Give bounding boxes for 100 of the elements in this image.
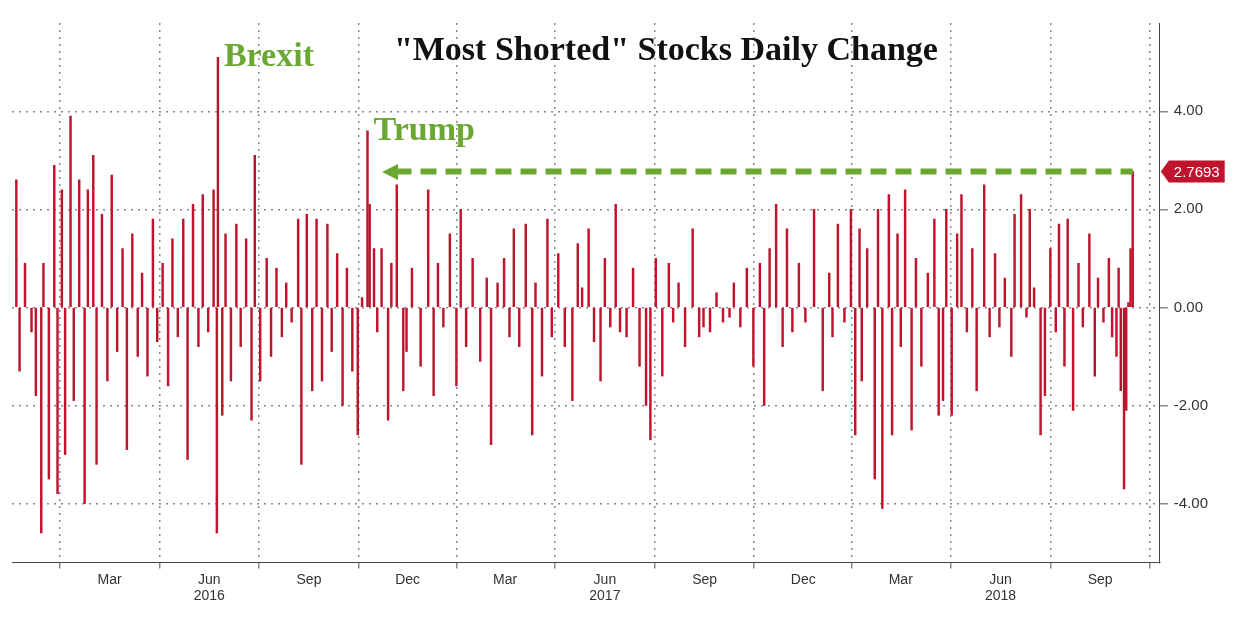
bar — [508, 307, 511, 338]
bar — [843, 307, 846, 323]
bar — [239, 307, 242, 347]
bar — [326, 223, 329, 307]
bar — [609, 307, 612, 328]
bar — [933, 218, 936, 307]
x-tick-label: Jun 2016 — [193, 570, 226, 604]
bar — [351, 307, 354, 372]
annotation: Brexit — [223, 36, 315, 74]
bar — [197, 307, 200, 347]
bar — [131, 233, 134, 307]
bar — [715, 292, 718, 307]
bar — [265, 258, 268, 307]
bar — [728, 307, 731, 318]
bar — [950, 307, 953, 416]
bar — [1077, 262, 1080, 307]
bar — [136, 307, 139, 357]
bar — [275, 267, 278, 307]
bar — [419, 307, 422, 367]
bar — [821, 307, 824, 392]
x-tick-label: Dec — [790, 570, 816, 587]
bar — [546, 218, 549, 307]
bar — [341, 307, 344, 406]
bar — [110, 174, 113, 307]
bar — [649, 307, 652, 441]
bar — [42, 262, 45, 307]
y-tick-label: -2.00 — [1173, 395, 1209, 413]
bar — [390, 262, 393, 307]
bar — [702, 307, 705, 328]
bar — [300, 307, 303, 465]
bar — [937, 307, 940, 416]
bar — [496, 282, 499, 307]
bar — [638, 307, 641, 367]
ref-line-label: 2.7693 — [1173, 162, 1220, 180]
y-tick-label: 0.00 — [1173, 297, 1204, 315]
bar — [1063, 307, 1066, 367]
bar — [69, 115, 72, 307]
bar — [975, 307, 978, 392]
bar — [691, 228, 694, 307]
x-tick-label: Mar — [888, 570, 914, 587]
bar — [896, 233, 899, 307]
x-tick-label: Mar — [97, 570, 122, 587]
bar — [235, 223, 238, 307]
bar — [910, 307, 913, 431]
bar — [988, 307, 991, 338]
x-tick-label: Sep — [296, 570, 322, 587]
bar — [971, 248, 974, 307]
y-tick-label: 2.00 — [1173, 199, 1204, 217]
bar — [146, 307, 149, 377]
bar — [768, 248, 771, 307]
bar — [920, 307, 923, 367]
bar — [459, 209, 462, 307]
bar — [599, 307, 602, 382]
bar — [402, 307, 405, 392]
y-tick-label: 4.00 — [1173, 101, 1204, 119]
chart-title: "Most Shorted" Stocks Daily Change — [393, 29, 938, 67]
bar — [56, 307, 59, 495]
x-tick-label: Jun 2018 — [984, 570, 1017, 604]
bar — [83, 307, 86, 504]
bar — [1025, 307, 1028, 318]
bar — [95, 307, 98, 465]
bar — [831, 307, 834, 338]
bar — [881, 307, 884, 509]
x-tick-label: Mar — [493, 570, 518, 587]
bar — [739, 307, 742, 328]
x-tick-label: Dec — [395, 570, 421, 587]
bar — [625, 307, 628, 338]
bar — [290, 307, 293, 323]
bar — [315, 218, 318, 307]
bar — [250, 307, 253, 421]
bar — [571, 307, 574, 401]
bar — [858, 228, 861, 307]
bar — [30, 307, 33, 333]
bar — [661, 307, 664, 377]
bar — [614, 204, 617, 307]
bar — [121, 248, 124, 307]
bar — [442, 307, 445, 328]
bar — [455, 307, 458, 387]
bar — [945, 209, 948, 307]
annotation: Trump — [373, 109, 475, 147]
bar — [171, 238, 174, 307]
bar — [804, 307, 807, 323]
bar — [106, 307, 109, 382]
bar — [1131, 171, 1134, 307]
bar — [1049, 248, 1052, 307]
bar — [534, 282, 537, 307]
bar — [587, 228, 590, 307]
bar — [1013, 213, 1016, 307]
x-tick-label: Sep — [1087, 570, 1113, 587]
bar — [998, 307, 1001, 328]
bar — [471, 258, 474, 307]
bar — [186, 307, 189, 460]
bar — [366, 130, 369, 307]
bar — [432, 307, 435, 397]
bar — [1010, 307, 1013, 357]
bar — [791, 307, 794, 333]
bar — [1066, 218, 1069, 307]
bar — [224, 233, 227, 307]
x-tick-label: Jun 2017 — [589, 570, 621, 604]
bar — [960, 194, 963, 307]
